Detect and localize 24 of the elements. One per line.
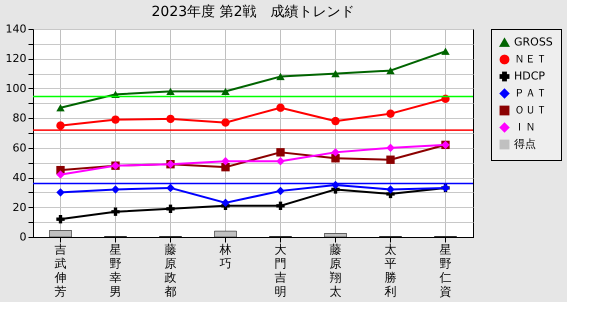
legend-label: HDCP (514, 70, 546, 82)
legend-label: ＩＮ (514, 120, 536, 134)
y-tick-label: 80 (12, 112, 26, 125)
legend-label: ＮＥＴ (514, 52, 547, 66)
x-tick-label: 藤原政都 (164, 242, 176, 298)
y-tick-label: 140 (6, 22, 26, 36)
x-tick-label: 星野仁資 (438, 242, 452, 298)
legend-label: ＯＵＴ (514, 104, 547, 116)
x-tick-label: 大門吉明 (274, 242, 286, 298)
x-tick-label: 藤原翔太 (330, 242, 342, 298)
x-tick-label: 林巧 (218, 242, 232, 270)
chart-title: 2023年度 第2戦 成績トレンド (152, 4, 354, 20)
y-tick-label: 0 (20, 230, 26, 244)
y-tick-label: 20 (12, 200, 26, 214)
y-tick-label: 120 (6, 52, 26, 66)
y-tick-label: 100 (6, 82, 26, 95)
x-tick-label: 吉武伸芳 (54, 242, 66, 298)
x-tick-label: 太平勝利 (384, 242, 396, 298)
legend-label: GROSS (514, 36, 553, 48)
y-tick-label: 60 (12, 141, 26, 154)
y-tick-label: 40 (12, 171, 26, 184)
x-tick-label: 星野幸男 (110, 242, 122, 298)
legend-label: 得点 (514, 138, 536, 150)
legend-label: ＰＡＴ (514, 86, 547, 100)
